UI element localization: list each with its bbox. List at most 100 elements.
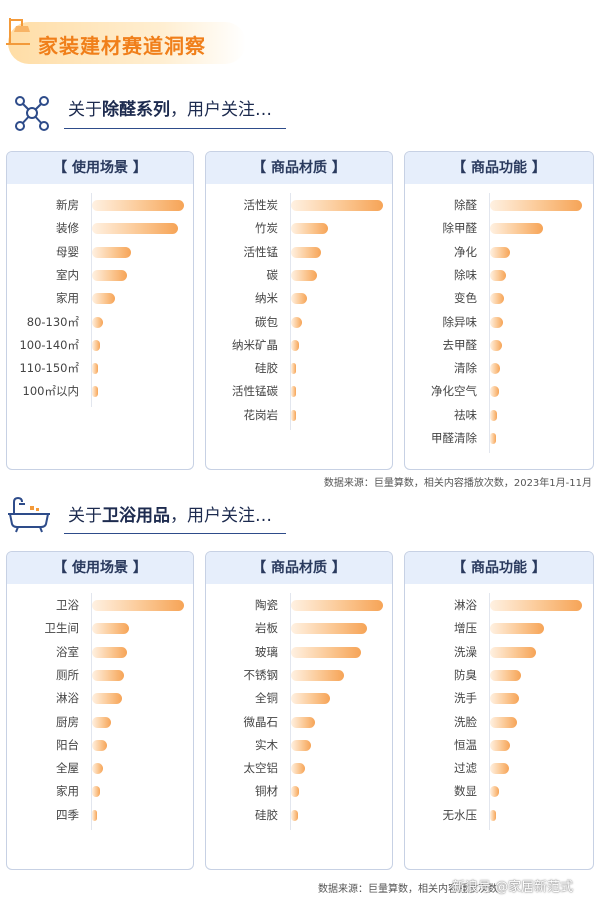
bar [92, 386, 98, 398]
category-label: 净化空气 [431, 384, 477, 399]
panel-material: 【 商品材质 】 活性炭 竹炭 活性锰碳纳米 碳包 纳米矿晶 硅胶 活性锰碳 花岗岩 [205, 151, 393, 470]
bar [291, 786, 300, 798]
chart-axis [290, 193, 291, 430]
bar [92, 669, 125, 681]
category-label: 室内 [56, 267, 79, 282]
data-source-note: 数据来源：巨量算数，相关内容播放次数 [318, 884, 498, 895]
category-label: 过滤 [454, 761, 477, 776]
category-label: 恒温 [454, 737, 477, 752]
category-label: 全铜 [255, 691, 278, 706]
category-label: 岩板 [255, 621, 278, 636]
category-label: 铜材 [255, 784, 278, 799]
bar [291, 339, 300, 351]
category-label: 装修 [56, 221, 79, 236]
category-label: 除醛 [454, 198, 477, 212]
bar [490, 669, 522, 681]
panel-usage-scene: 【 使用场景 】 新房 装修 母婴 室内 家用 80-130㎡ 100-140㎡ 110-15… [6, 151, 194, 470]
page-title: 家装建材赛道洞察 [38, 34, 206, 58]
bar [291, 269, 317, 281]
bar [490, 763, 510, 775]
category-label: 实木 [255, 737, 278, 752]
category-label: 去甲醛 [442, 337, 478, 352]
category-label: 净化 [454, 244, 477, 259]
bar [490, 623, 545, 635]
category-label: 四季 [56, 807, 79, 822]
bar [490, 363, 501, 375]
bar [92, 623, 129, 635]
bar [490, 339, 502, 351]
bar [490, 716, 517, 728]
bar [490, 786, 500, 798]
bar [92, 200, 184, 211]
category-label: 活性锰碳 [232, 384, 278, 399]
category-label: 防臭 [454, 667, 477, 682]
section-title-formaldehyde: 关于除醛系列，用户关注… [68, 100, 272, 120]
panel-title: 【 使用场景 】 [7, 552, 193, 584]
bar [291, 293, 307, 305]
category-label: 增压 [454, 621, 477, 636]
category-label: 硅胶 [255, 807, 278, 822]
chart-axis [489, 593, 490, 830]
bar [490, 600, 582, 611]
bar [291, 246, 322, 258]
chart-axis [91, 193, 92, 407]
category-label: 碳 [266, 267, 279, 282]
panel-usage-scene: 【 使用场景 】 卫浴 卫生间 浴室 厕所 淋浴 厨房 阳台 全屋 家用 四季 [6, 551, 194, 870]
panel-material: 【 商品材质 】 陶瓷 岩板 玻璃 不锈钢 全铜 微晶石 实木 太空铝 铜材 硅胶 [205, 551, 393, 870]
category-label: 无水压 [442, 807, 478, 822]
bar [92, 809, 97, 821]
bar [92, 716, 112, 728]
bar [291, 669, 345, 681]
panel-title: 【 使用场景 】 [7, 152, 193, 184]
category-label: 数显 [454, 784, 477, 799]
category-label: 厕所 [56, 667, 79, 682]
category-label: 100㎡以内 [22, 384, 79, 399]
category-label: 不锈钢 [243, 667, 279, 682]
bar [92, 316, 104, 328]
category-label: 阳台 [56, 737, 79, 752]
panel-title: 【 商品功能 】 [405, 552, 593, 584]
category-label: 除味 [454, 267, 477, 282]
molecule-icon [15, 96, 49, 131]
bar [291, 223, 328, 235]
category-label: 太空铝 [243, 761, 279, 776]
bar [92, 600, 184, 611]
category-label: 活性锰 [243, 244, 279, 259]
category-label: 碳包 [255, 314, 278, 329]
bar [490, 433, 497, 444]
panel-title: 【 商品材质 】 [206, 552, 392, 584]
data-source-note: 数据来源：巨量算数，相关内容播放次数，2023年1月-11月 [323, 478, 592, 489]
category-label: 浴室 [56, 644, 79, 659]
lamp-icon [6, 18, 30, 45]
category-label: 活性炭 [243, 198, 279, 212]
bar [92, 246, 131, 258]
bar [490, 693, 519, 705]
bar [490, 223, 544, 235]
bar [291, 716, 315, 728]
bar [92, 646, 127, 658]
bar [291, 739, 312, 751]
category-label: 卫浴 [56, 598, 79, 612]
bar [291, 316, 303, 328]
category-label: 洗澡 [454, 644, 477, 659]
category-label: 玻璃 [255, 644, 278, 659]
bar [490, 293, 504, 305]
category-label: 花岗岩 [243, 407, 279, 422]
bar [490, 316, 503, 328]
category-label: 新房 [56, 198, 79, 212]
category-label: 纳米矿晶 [232, 337, 278, 352]
bar [490, 409, 498, 421]
bar [291, 646, 361, 658]
category-label: 洗脸 [454, 714, 477, 729]
bar [291, 409, 296, 421]
bar [92, 269, 127, 281]
bar [92, 786, 101, 798]
bar [291, 763, 305, 775]
bar [490, 646, 536, 658]
category-label: 家用 [56, 784, 79, 799]
category-label: 陶瓷 [255, 598, 278, 612]
bar [490, 200, 582, 211]
category-label: 100-140㎡ [19, 337, 79, 352]
panel-title: 【 商品功能 】 [405, 152, 593, 184]
panel-function: 【 商品功能 】 淋浴 增压 洗澡 防臭 洗手 洗脸 恒温 过滤 数显 无水压 [404, 551, 594, 870]
